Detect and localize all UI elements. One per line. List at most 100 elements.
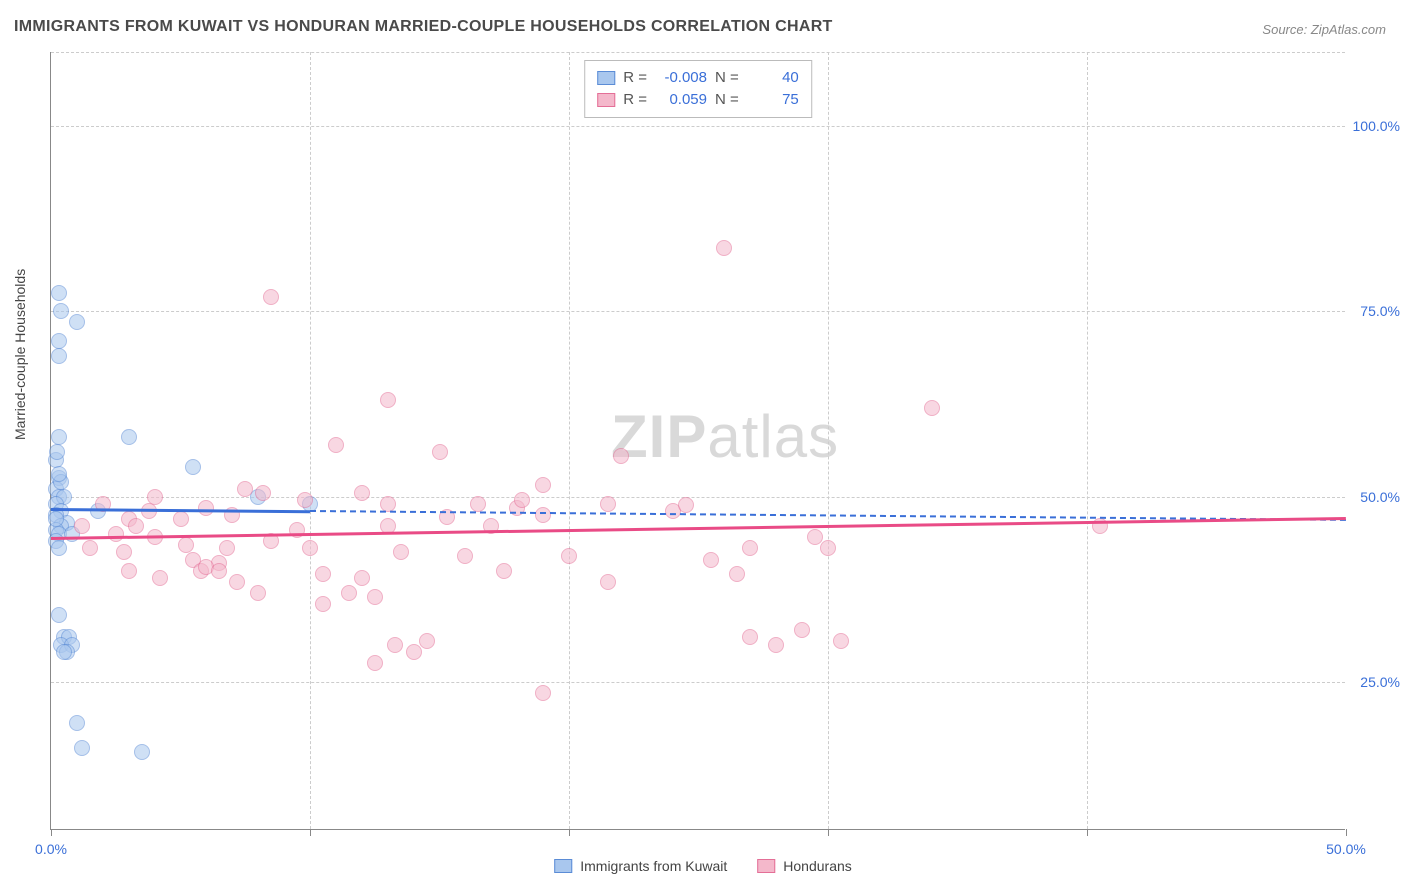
n-label: N = (715, 67, 739, 89)
x-tick-label: 50.0% (1326, 841, 1366, 857)
data-point (147, 489, 163, 505)
x-tick-mark (51, 829, 52, 836)
source-attribution: Source: ZipAtlas.com (1262, 22, 1386, 37)
gridline-h (51, 682, 1345, 683)
data-point (457, 548, 473, 564)
data-point (514, 492, 530, 508)
data-point (237, 481, 253, 497)
n-value-kuwait: 40 (747, 67, 799, 89)
data-point (211, 563, 227, 579)
data-point (229, 574, 245, 590)
data-point (178, 537, 194, 553)
data-point (742, 629, 758, 645)
data-point (354, 570, 370, 586)
r-value-hondurans: 0.059 (655, 89, 707, 111)
data-point (69, 314, 85, 330)
data-point (173, 511, 189, 527)
data-point (328, 437, 344, 453)
chart-title: IMMIGRANTS FROM KUWAIT VS HONDURAN MARRI… (14, 18, 833, 36)
data-point (678, 497, 694, 513)
data-point (108, 526, 124, 542)
gridline-h (51, 52, 1345, 53)
data-point (716, 240, 732, 256)
data-point (128, 518, 144, 534)
data-point (82, 540, 98, 556)
data-point (600, 574, 616, 590)
y-axis-label: Married-couple Households (12, 269, 28, 440)
x-tick-mark (1346, 829, 1347, 836)
data-point (470, 496, 486, 512)
data-point (535, 477, 551, 493)
swatch-kuwait (597, 71, 615, 85)
data-point (51, 333, 67, 349)
watermark-rest: atlas (707, 403, 839, 470)
data-point (116, 544, 132, 560)
data-point (121, 429, 137, 445)
data-point (219, 540, 235, 556)
data-point (302, 540, 318, 556)
source-name: ZipAtlas.com (1311, 22, 1386, 37)
data-point (496, 563, 512, 579)
data-point (134, 744, 150, 760)
swatch-hondurans-bottom (757, 859, 775, 873)
data-point (729, 566, 745, 582)
data-point (315, 596, 331, 612)
data-point (600, 496, 616, 512)
data-point (51, 540, 67, 556)
data-point (51, 466, 67, 482)
data-point (535, 685, 551, 701)
data-point (380, 392, 396, 408)
legend-label-kuwait: Immigrants from Kuwait (580, 858, 727, 874)
scatter-plot-area: ZIPatlas R = -0.008 N = 40 R = 0.059 N =… (50, 52, 1345, 830)
data-point (263, 289, 279, 305)
data-point (198, 500, 214, 516)
r-label: R = (623, 89, 647, 111)
data-point (354, 485, 370, 501)
data-point (807, 529, 823, 545)
data-point (406, 644, 422, 660)
data-point (367, 589, 383, 605)
n-label: N = (715, 89, 739, 111)
y-tick-label: 25.0% (1350, 674, 1400, 690)
data-point (820, 540, 836, 556)
data-point (380, 496, 396, 512)
data-point (74, 518, 90, 534)
legend-row-kuwait: R = -0.008 N = 40 (597, 67, 799, 89)
y-tick-label: 50.0% (1350, 489, 1400, 505)
data-point (121, 563, 137, 579)
data-point (51, 429, 67, 445)
data-point (255, 485, 271, 501)
data-point (419, 633, 435, 649)
r-label: R = (623, 67, 647, 89)
data-point (387, 637, 403, 653)
trend-line (51, 517, 1346, 540)
data-point (51, 348, 67, 364)
series-legend: Immigrants from Kuwait Hondurans (554, 858, 852, 874)
gridline-h (51, 311, 1345, 312)
gridline-v (828, 52, 829, 829)
legend-item-kuwait: Immigrants from Kuwait (554, 858, 727, 874)
gridline-h (51, 126, 1345, 127)
correlation-legend: R = -0.008 N = 40 R = 0.059 N = 75 (584, 60, 812, 118)
gridline-v (569, 52, 570, 829)
data-point (535, 507, 551, 523)
x-tick-label: 0.0% (35, 841, 67, 857)
x-tick-mark (828, 829, 829, 836)
data-point (69, 715, 85, 731)
data-point (561, 548, 577, 564)
data-point (49, 444, 65, 460)
data-point (703, 552, 719, 568)
data-point (297, 492, 313, 508)
data-point (51, 607, 67, 623)
data-point (794, 622, 810, 638)
swatch-hondurans (597, 93, 615, 107)
x-tick-mark (1087, 829, 1088, 836)
gridline-v (1087, 52, 1088, 829)
data-point (250, 585, 266, 601)
data-point (315, 566, 331, 582)
data-point (74, 740, 90, 756)
data-point (56, 644, 72, 660)
data-point (185, 459, 201, 475)
legend-row-hondurans: R = 0.059 N = 75 (597, 89, 799, 111)
data-point (768, 637, 784, 653)
